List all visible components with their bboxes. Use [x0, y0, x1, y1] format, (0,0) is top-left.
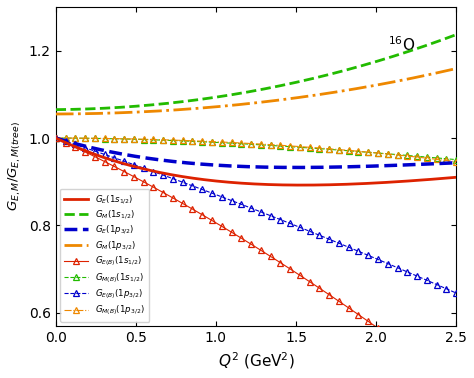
X-axis label: $Q^2$ (GeV$^2$): $Q^2$ (GeV$^2$) — [218, 350, 294, 371]
Legend: $G_E(1s_{1/2})$, $G_M(1s_{1/2})$, $G_E(1p_{3/2})$, $G_M(1p_{3/2})$, $G_{E(B)}(1s: $G_E(1s_{1/2})$, $G_M(1s_{1/2})$, $G_E(1… — [60, 189, 149, 322]
Y-axis label: $G_{E,M}/G_{E,M(tree)}$: $G_{E,M}/G_{E,M(tree)}$ — [7, 122, 23, 211]
Text: $^{16}$O: $^{16}$O — [388, 36, 415, 54]
